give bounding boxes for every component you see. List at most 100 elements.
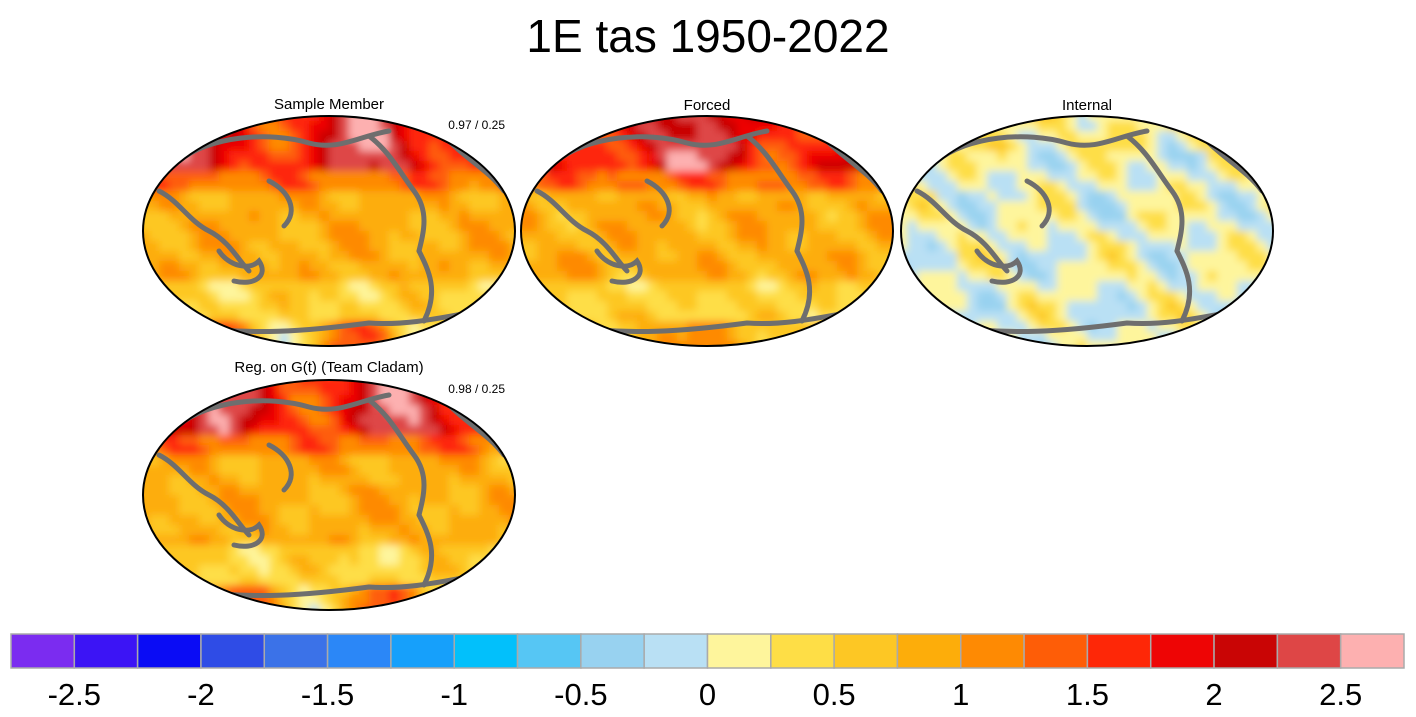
map-cell	[329, 211, 340, 222]
map-cell	[369, 201, 380, 212]
map-cell	[209, 485, 220, 496]
map-cell	[309, 505, 320, 516]
map-cell	[677, 116, 688, 122]
map-cell	[1067, 221, 1078, 232]
map-cell	[179, 231, 190, 242]
map-cell	[289, 475, 300, 486]
map-cell	[249, 405, 260, 416]
map-cell	[389, 341, 400, 346]
map-cell	[947, 281, 958, 292]
map-cell	[877, 191, 888, 202]
map-cell	[169, 331, 180, 342]
map-cell	[1227, 171, 1238, 182]
map-cell	[419, 505, 430, 516]
map-cell	[359, 301, 370, 312]
map-cell	[537, 221, 548, 232]
map-cell	[687, 241, 698, 252]
map-cell	[727, 281, 738, 292]
map-cell	[329, 291, 340, 302]
map-cell	[1097, 116, 1108, 122]
map-cell	[169, 565, 180, 576]
map-cell	[1107, 171, 1118, 182]
map-cell	[309, 201, 320, 212]
map-cell	[997, 271, 1008, 282]
map-cell	[837, 301, 848, 312]
map-cell	[449, 505, 460, 516]
map-cell	[359, 575, 370, 586]
map-cell	[647, 311, 658, 322]
map-cell	[489, 465, 500, 476]
map-cell	[1017, 211, 1028, 222]
map-cell	[877, 201, 888, 212]
map-cell	[1157, 251, 1168, 262]
map-cell	[169, 301, 180, 312]
map-cell	[1007, 311, 1018, 322]
map-cell	[837, 281, 848, 292]
map-cell	[309, 435, 320, 446]
map-cell	[269, 291, 280, 302]
map-cell	[1087, 171, 1098, 182]
map-cell	[379, 595, 390, 606]
map-cell	[1027, 161, 1038, 172]
map-cell	[399, 485, 410, 496]
map-cell	[169, 595, 180, 606]
map-cell	[419, 141, 430, 152]
map-cell	[289, 321, 300, 332]
map-cell	[169, 385, 180, 396]
map-cell	[1147, 291, 1158, 302]
map-cell	[1047, 121, 1058, 132]
map-cell	[1237, 181, 1248, 192]
map-cell	[1067, 281, 1078, 292]
map-cell	[269, 151, 280, 162]
map-cell	[1067, 291, 1078, 302]
map-cell	[469, 545, 480, 556]
map-cell	[837, 211, 848, 222]
map-cell	[279, 281, 290, 292]
map-cell	[159, 505, 170, 516]
map-cell	[429, 121, 440, 132]
map-cell	[667, 141, 678, 152]
map-cell	[1227, 291, 1238, 302]
colorbar-swatch	[1149, 633, 1215, 669]
map-cell	[901, 121, 908, 132]
map-cell	[379, 475, 390, 486]
map-cell	[1047, 191, 1058, 202]
map-cell	[179, 380, 190, 386]
map-cell	[687, 261, 698, 272]
map-cell	[249, 271, 260, 282]
map-cell	[189, 425, 200, 436]
map-cell	[409, 231, 420, 242]
map-cell	[1097, 261, 1108, 272]
map-cell	[1017, 161, 1028, 172]
map-panel-regression	[142, 379, 516, 611]
map-cell	[1057, 291, 1068, 302]
map-cell	[239, 341, 250, 346]
map-cell	[159, 385, 170, 396]
map-cell	[707, 331, 718, 342]
map-cell	[1267, 116, 1273, 122]
map-cell	[499, 131, 510, 142]
map-cell	[429, 181, 440, 192]
map-cell	[1137, 241, 1148, 252]
map-cell	[143, 271, 150, 282]
map-cell	[637, 141, 648, 152]
map-cell	[429, 425, 440, 436]
map-cell	[577, 211, 588, 222]
map-cell	[379, 395, 390, 406]
map-cell	[1127, 191, 1138, 202]
map-cell	[179, 171, 190, 182]
map-cell	[1047, 331, 1058, 342]
map-cell	[527, 131, 538, 142]
map-cell	[947, 171, 958, 182]
map-cell	[409, 565, 420, 576]
map-cell	[857, 281, 868, 292]
map-cell	[499, 515, 510, 526]
map-cell	[439, 465, 450, 476]
map-cell	[369, 555, 380, 566]
map-cell	[947, 191, 958, 202]
colorbar-tick-label: -2	[187, 677, 215, 712]
map-cell	[439, 271, 450, 282]
map-cell	[369, 575, 380, 586]
map-cell	[189, 321, 200, 332]
map-cell	[757, 291, 768, 302]
